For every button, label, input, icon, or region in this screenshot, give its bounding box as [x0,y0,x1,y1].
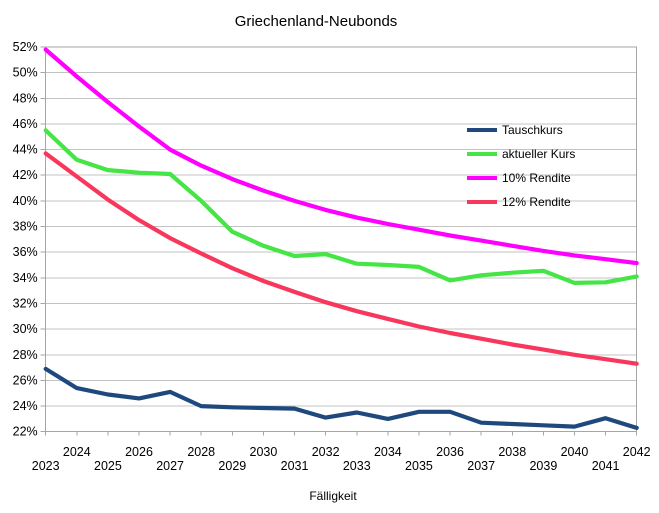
x-tick-label: 2026 [125,445,153,459]
y-tick-label: 52% [13,40,38,54]
series-line-aktueller-kurs [43,128,639,285]
y-tick-label: 30% [13,322,38,336]
y-tick-label: 32% [13,296,38,310]
y-tick-label: 50% [13,66,38,80]
legend-line-swatch [467,128,497,132]
legend-line-swatch [467,152,497,156]
x-tick-label: 2035 [405,459,433,473]
legend: Tauschkurs aktueller Kurs 10% Rendite 12… [467,118,575,214]
x-tick-label: 2029 [218,459,246,473]
plot-border [45,46,638,433]
x-tick-label: 2034 [374,445,402,459]
x-tick-label: 2033 [343,459,371,473]
x-tick-label: 2038 [498,445,526,459]
series-line-10-rendite [43,47,639,266]
y-tick-label: 34% [13,271,38,285]
x-tick-label: 2032 [312,445,340,459]
series-line-12-rendite [43,151,639,366]
legend-label: 12% Rendite [502,195,571,209]
legend-line-swatch [467,200,497,204]
x-tick-label: 2036 [436,445,464,459]
x-tick-label: 2030 [250,445,278,459]
x-tick-label: 2024 [63,445,91,459]
legend-item-10-rendite: 10% Rendite [467,166,575,190]
legend-label: 10% Rendite [502,171,571,185]
y-tick-label: 40% [13,194,38,208]
x-tick-label: 2028 [187,445,215,459]
y-tick-label: 28% [13,348,38,362]
series-line-tauschkurs [43,366,639,430]
y-tick-label: 26% [13,373,38,387]
legend-line-swatch [467,176,497,180]
x-tick-label: 2025 [94,459,122,473]
x-tick-label: 2031 [281,459,309,473]
y-tick-label: 44% [13,143,38,157]
legend-item-tauschkurs: Tauschkurs [467,118,575,142]
x-tick-label: 2023 [32,459,60,473]
y-tick-label: 48% [13,91,38,105]
legend-label: aktueller Kurs [502,147,576,161]
chart-title: Griechenland-Neubonds [234,13,398,30]
x-tick-label: 2027 [156,459,184,473]
x-tick-label: 2040 [561,445,589,459]
y-tick-label: 38% [13,220,38,234]
y-tick-label: 36% [13,245,38,259]
legend-item-aktueller-kurs: aktueller Kurs [467,142,575,166]
x-axis-title: Fälligkeit [309,489,357,503]
x-tick-label: 2037 [467,459,495,473]
y-tick-label: 46% [13,117,38,131]
y-tick-label: 24% [13,399,38,413]
legend-label: Tauschkurs [502,123,563,137]
y-tick-label: 42% [13,168,38,182]
y-tick-label: 22% [13,425,38,439]
x-tick-label: 2039 [529,459,557,473]
x-tick-label: 2042 [623,445,651,459]
legend-item-12-rendite: 12% Rendite [467,190,575,214]
x-tick-label: 2041 [592,459,620,473]
